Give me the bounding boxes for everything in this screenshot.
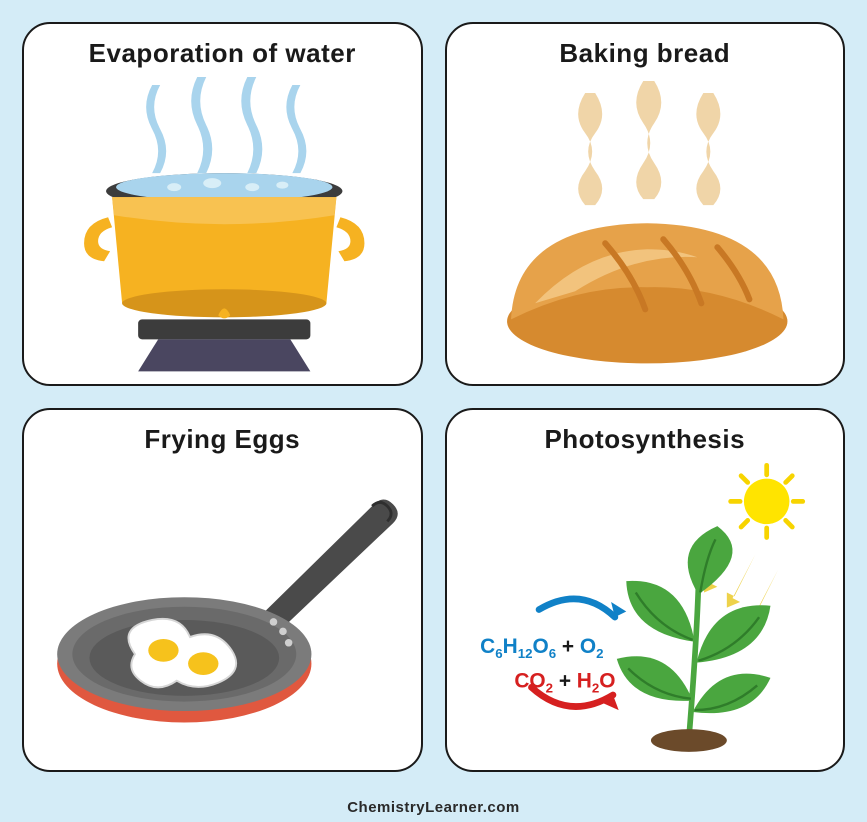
frying-illustration [42, 461, 403, 760]
panel-frying: Frying Eggs [22, 408, 423, 772]
panel-title: Frying Eggs [144, 424, 300, 455]
footer-credit: ChemistryLearner.com [0, 799, 867, 816]
panel-evaporation: Evaporation of water [22, 22, 423, 386]
panel-photosynthesis: Photosynthesis [445, 408, 846, 772]
panel-title: Photosynthesis [544, 424, 745, 455]
panel-baking: Baking bread [445, 22, 846, 386]
baking-illustration [465, 75, 826, 375]
photosynthesis-illustration: C6H12O6 + O2 CO2 + H2O [465, 461, 826, 760]
panel-title: Baking bread [559, 38, 730, 69]
infographic-grid: Evaporation of water [22, 22, 845, 772]
svg-text:C6H12O6 +: C6H12O6 + O2 [480, 635, 603, 661]
panel-title: Evaporation of water [89, 38, 356, 69]
svg-text:CO2 + H2: CO2 + H2O [514, 669, 615, 695]
evaporation-illustration [42, 75, 403, 375]
